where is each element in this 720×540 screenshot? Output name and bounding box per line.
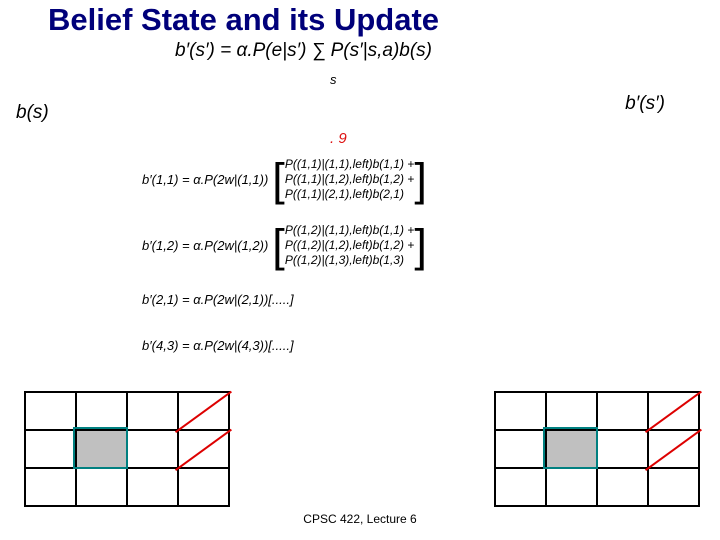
eq1-lhs: b′(1,1) = α.P(2w|(1,1)): [142, 172, 268, 187]
page-title: Belief State and its Update: [48, 2, 439, 38]
handwritten-annotation: . 9: [330, 130, 347, 147]
equation-b21: b′(2,1) = α.P(2w|(2,1))[.....]: [142, 292, 294, 307]
belief-state-label-right: b′(s′): [625, 93, 665, 115]
terminal-diag-icon: [645, 429, 702, 471]
terminal-diag-icon: [645, 391, 702, 433]
equation-b12: b′(1,2) = α.P(2w|(1,2)) [ P((1,2)|(1,1),…: [142, 223, 427, 268]
equation-b11: b′(1,1) = α.P(2w|(1,1)) [ P((1,1)|(1,1),…: [142, 157, 427, 202]
eq2-bracket: [ P((1,2)|(1,1),left)b(1,1) + P((1,2)|(1…: [272, 223, 427, 268]
main-formula: b′(s′) = α.P(e|s′) ∑ P(s′|s,a)b(s): [175, 40, 432, 62]
eq2-line3: P((1,2)|(1,3),left)b(1,3): [285, 253, 415, 268]
terminal-diag-icon: [175, 391, 232, 433]
eq4-lhs: b′(4,3) = α.P(2w|(4,3))[.....]: [142, 338, 294, 353]
sum-subscript: s: [330, 72, 337, 87]
eq2-line2: P((1,2)|(1,2),left)b(1,2) +: [285, 238, 415, 253]
terminal-diag-icon: [175, 429, 232, 471]
eq1-bracket: [ P((1,1)|(1,1),left)b(1,1) + P((1,1)|(1…: [272, 157, 427, 202]
wall-cell: [76, 430, 127, 468]
eq2-lhs: b′(1,2) = α.P(2w|(1,2)): [142, 238, 268, 253]
eq3-lhs: b′(2,1) = α.P(2w|(2,1))[.....]: [142, 292, 294, 307]
grid-table-right: [494, 391, 700, 507]
eq1-line2: P((1,1)|(1,2),left)b(1,2) +: [285, 172, 415, 187]
eq2-line1: P((1,2)|(1,1),left)b(1,1) +: [285, 223, 415, 238]
grid-world-left: [24, 391, 230, 507]
wall-cell: [546, 430, 597, 468]
grid-world-right: [494, 391, 700, 507]
footer-text: CPSC 422, Lecture 6: [303, 512, 416, 526]
equation-b43: b′(4,3) = α.P(2w|(4,3))[.....]: [142, 338, 294, 353]
belief-state-label-left: b(s): [16, 102, 49, 124]
eq1-line3: P((1,1)|(2,1),left)b(2,1): [285, 187, 415, 202]
eq1-line1: P((1,1)|(1,1),left)b(1,1) +: [285, 157, 415, 172]
grid-table-left: [24, 391, 230, 507]
